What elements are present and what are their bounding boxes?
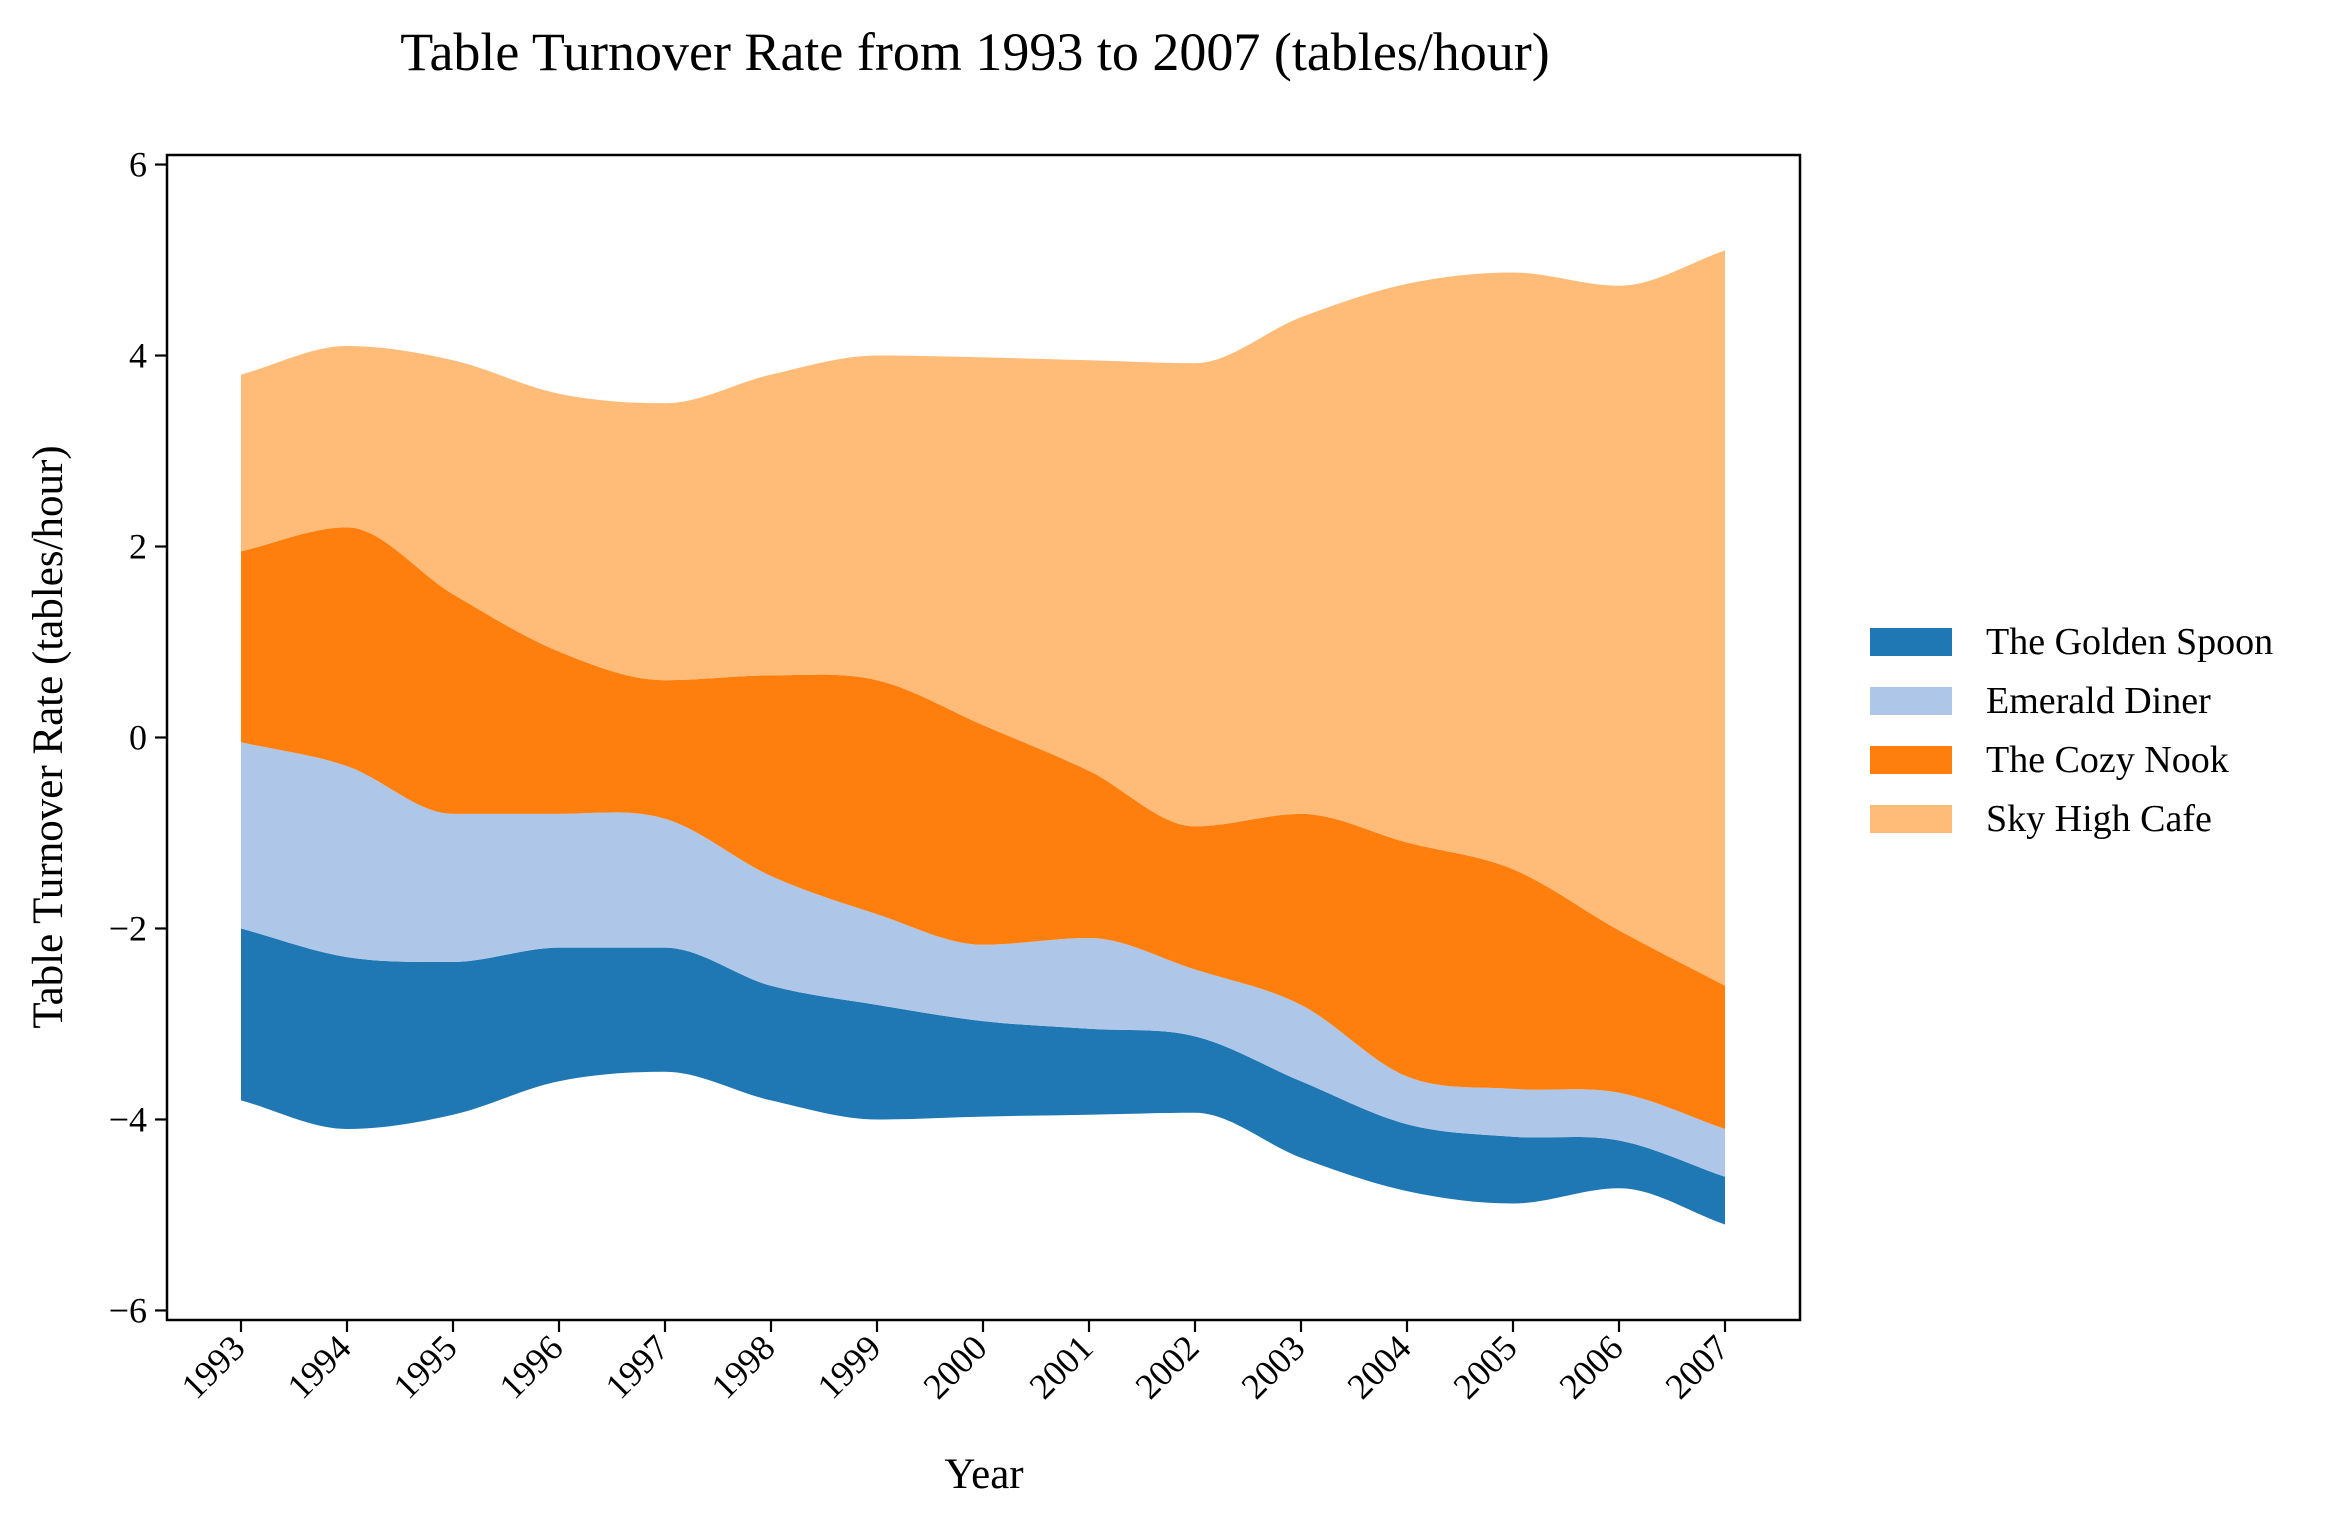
x-tick-label: 2000 [915,1327,994,1406]
legend-label-the-cozy-nook: The Cozy Nook [1986,739,2229,781]
area-emerald-diner [241,742,1725,1177]
y-tick-label: 2 [129,527,147,567]
x-tick-label: 2004 [1339,1327,1418,1406]
x-tick-label: 2002 [1127,1327,1206,1406]
legend-label-emerald-diner: Emerald Diner [1986,680,2211,722]
chart-title: Table Turnover Rate from 1993 to 2007 (t… [400,22,1550,82]
area-the-cozy-nook [241,527,1725,1129]
x-tick-label: 2005 [1445,1327,1524,1406]
x-tick-label: 2007 [1657,1327,1736,1406]
area-sky-high-cafe [241,250,1725,986]
y-tick-label: −2 [109,908,147,948]
x-tick-label: 1994 [279,1327,358,1406]
x-tick-label: 1999 [809,1327,888,1406]
x-tick-label: 1993 [173,1327,252,1406]
legend-swatch-sky-high-cafe [1870,805,1952,833]
legend: The Golden Spoon Emerald Diner The Cozy No… [1870,621,2273,840]
x-tick-label: 1998 [703,1327,782,1406]
legend-swatch-the-golden-spoon [1870,628,1952,656]
y-tick-label: 4 [129,336,147,376]
legend-swatch-emerald-diner [1870,687,1952,715]
x-axis-label: Year [944,1451,1023,1498]
legend-label-sky-high-cafe: Sky High Cafe [1986,798,2212,840]
y-tick-label: −6 [109,1290,147,1330]
x-tick-label: 1997 [597,1327,676,1406]
x-tick-label: 1995 [385,1327,464,1406]
y-axis-label: Table Turnover Rate (tables/hour) [25,445,72,1028]
stream-areas [241,250,1725,1225]
x-tick-label: 2006 [1551,1327,1630,1406]
x-tick-label: 2003 [1233,1327,1312,1406]
y-tick-label: 0 [129,718,147,758]
y-tick-label: 6 [129,145,147,185]
legend-label-the-golden-spoon: The Golden Spoon [1986,621,2273,663]
x-axis-ticks: 1993 1994 1995 1996 1997 1998 1999 2000 2001 2002… [173,1320,1737,1407]
area-the-golden-spoon [241,928,1725,1225]
legend-swatch-the-cozy-nook [1870,746,1952,774]
y-tick-label: −4 [109,1099,147,1139]
x-tick-label: 1996 [491,1327,570,1406]
y-axis-ticks: −6 −4 −2 0 2 4 6 [109,145,167,1330]
x-tick-label: 2001 [1021,1327,1100,1406]
